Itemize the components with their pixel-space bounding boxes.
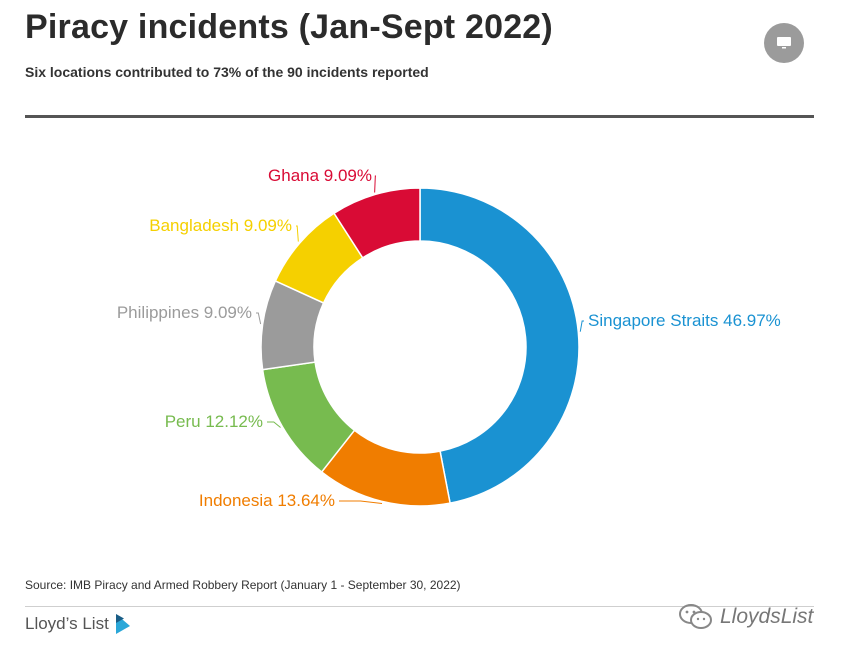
leader-line-indonesia	[339, 500, 383, 504]
lloyds-list-logo[interactable]: Lloyd’s List	[25, 612, 133, 636]
monitor-icon	[777, 37, 791, 49]
slice-ghana[interactable]	[333, 187, 421, 259]
chart-title: Piracy incidents (Jan-Sept 2022)	[25, 8, 553, 46]
slice-singapore-straits[interactable]	[419, 187, 580, 505]
header-divider	[25, 115, 814, 118]
leader-line-ghana	[374, 175, 376, 193]
leader-line-philippines	[256, 312, 262, 325]
wechat-watermark: LloydsList	[678, 603, 813, 631]
leader-line-peru	[267, 421, 281, 428]
wechat-text: LloydsList	[720, 605, 814, 628]
leader-line-bangladesh	[296, 225, 299, 242]
logo-text: Lloyd’s List	[25, 614, 109, 633]
lloyds-list-logo-icon	[115, 614, 130, 634]
data-label-bangladesh: Bangladesh 9.09%	[149, 216, 292, 235]
source-note: Source: IMB Piracy and Armed Robbery Rep…	[25, 578, 461, 592]
data-label-philippines: Philippines 9.09%	[117, 303, 252, 322]
leader-line-singapore-straits	[579, 320, 584, 332]
data-label-singapore-straits: Singapore Straits 46.97%	[588, 311, 781, 330]
data-label-indonesia: Indonesia 13.64%	[199, 491, 335, 510]
data-label-peru: Peru 12.12%	[165, 412, 263, 431]
footer-divider	[25, 606, 814, 607]
data-label-ghana: Ghana 9.09%	[268, 166, 372, 185]
wechat-icon	[679, 604, 712, 629]
donut-chart: Singapore Straits 46.97% Indonesia 13.64%…	[117, 166, 781, 510]
fullscreen-button[interactable]	[764, 23, 804, 63]
chart-subtitle: Six locations contributed to 73% of the …	[25, 64, 429, 80]
